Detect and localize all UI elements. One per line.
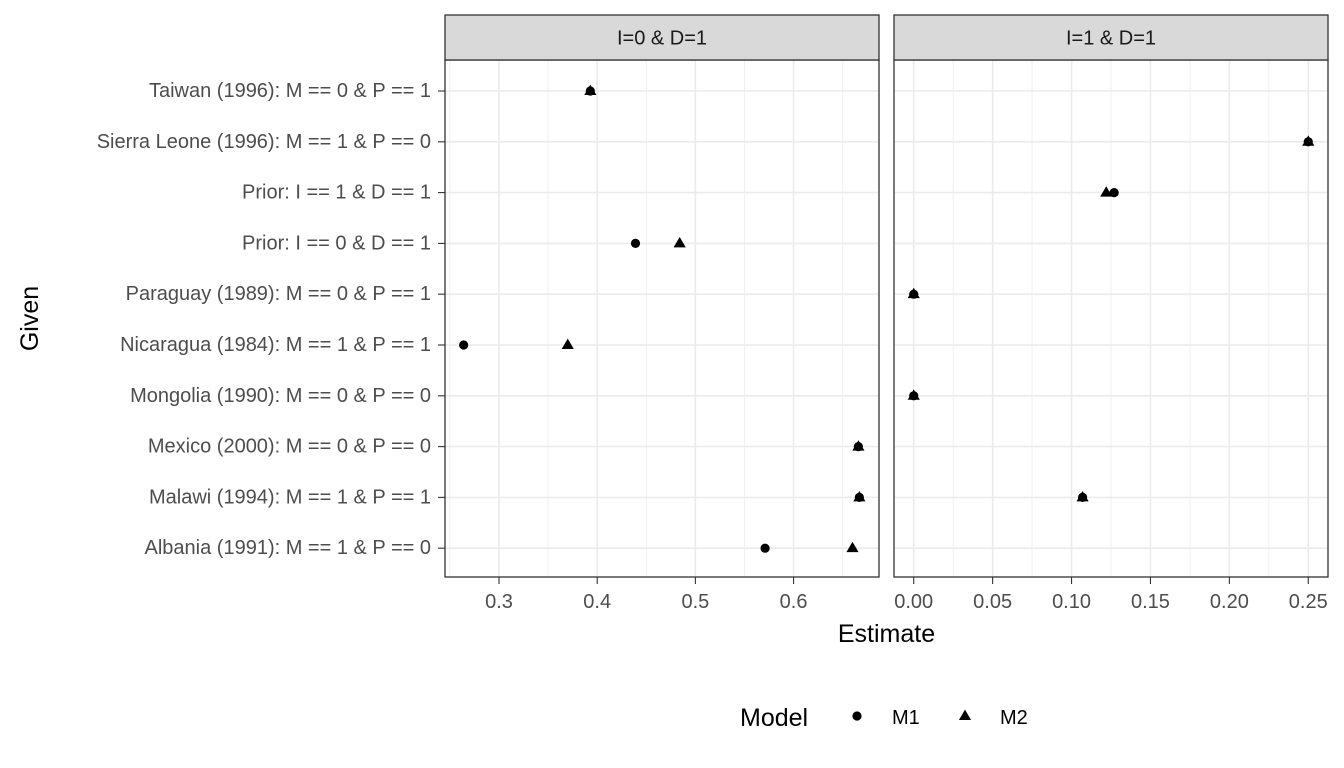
point-m2-malawi-1994-m-1-p-1 [1076,491,1089,502]
x-tick-label: 0.3 [485,591,513,613]
y-tick-label: Mexico (2000): M == 0 & P == 0 [148,436,431,458]
y-tick-label: Mongolia (1990): M == 0 & P == 0 [130,385,431,407]
facet-strip-label: I=1 & D=1 [1066,28,1156,50]
y-tick-label: Malawi (1994): M == 1 & P == 1 [149,486,431,508]
point-m2-paraguay-1989-m-0-p-1 [907,287,920,299]
x-tick-label: 0.10 [1052,591,1091,613]
legend-label-m2: M2 [1000,707,1028,729]
point-m2-nicaragua-1984-m-1-p-1 [561,338,574,349]
y-tick-label: Prior: I == 1 & D == 1 [242,182,431,204]
y-tick-label: Paraguay (1989): M == 0 & P == 1 [126,283,431,305]
x-axis-title: Estimate [838,620,935,648]
point-m1-nicaragua-1984-m-1-p-1 [459,340,469,350]
y-tick-label: Prior: I == 0 & D == 1 [242,232,431,254]
facet-strip [444,14,880,61]
panel-background [445,60,879,577]
x-tick-label: 0.6 [780,591,808,613]
point-m2-mongolia-1990-m-0-p-0 [907,389,920,400]
point-m1-prior-i-1-d-1 [1109,188,1119,198]
point-m2-malawi-1994-m-1-p-1 [853,491,866,502]
facet-strip [893,14,1329,61]
point-m2-albania-1991-m-1-p-0 [846,541,859,553]
point-m1-albania-1991-m-1-p-0 [760,543,770,553]
y-tick-label: Nicaragua (1984): M == 1 & P == 1 [120,334,431,356]
point-m2-prior-i-0-d-1 [673,237,686,248]
x-tick-label: 0.05 [973,591,1012,613]
legend-key-m1 [852,711,862,721]
x-tick-label: 0.15 [1131,591,1170,613]
point-m2-taiwan-1996-m-0-p-1 [584,84,597,95]
y-tick-label: Sierra Leone (1996): M == 1 & P == 0 [97,131,431,153]
point-m2-mexico-2000-m-0-p-0 [852,440,865,451]
legend-label-m1: M1 [892,707,920,729]
x-tick-label: 0.00 [894,591,933,613]
legend-key-m2 [958,709,972,720]
y-axis-title: Given [16,286,44,351]
x-tick-label: 0.4 [583,591,611,613]
legend: Model M1 M2 [740,704,1028,732]
x-tick-label: 0.20 [1210,591,1249,613]
facet-panel-2: I=1 & D=1 0.00 0.05 0.10 0.15 0.20 0.25 [893,14,1329,613]
x-tick-label: 0.25 [1289,591,1328,613]
y-tick-label: Taiwan (1996): M == 0 & P == 1 [149,80,431,102]
point-m2-sierra-leone-1996-m-1-p-0 [1302,135,1315,146]
facet-strip-label: I=0 & D=1 [617,28,707,50]
x-tick-label: 0.5 [681,591,709,613]
point-m1-prior-i-0-d-1 [630,238,641,248]
point-m2-prior-i-1-d-1 [1100,186,1113,197]
facet-panel-1: I=0 & D=1 0.3 0.4 0.5 0.6 [444,14,880,613]
y-tick-label: Albania (1991): M == 1 & P == 0 [145,537,431,559]
legend-title: Model [740,704,808,732]
